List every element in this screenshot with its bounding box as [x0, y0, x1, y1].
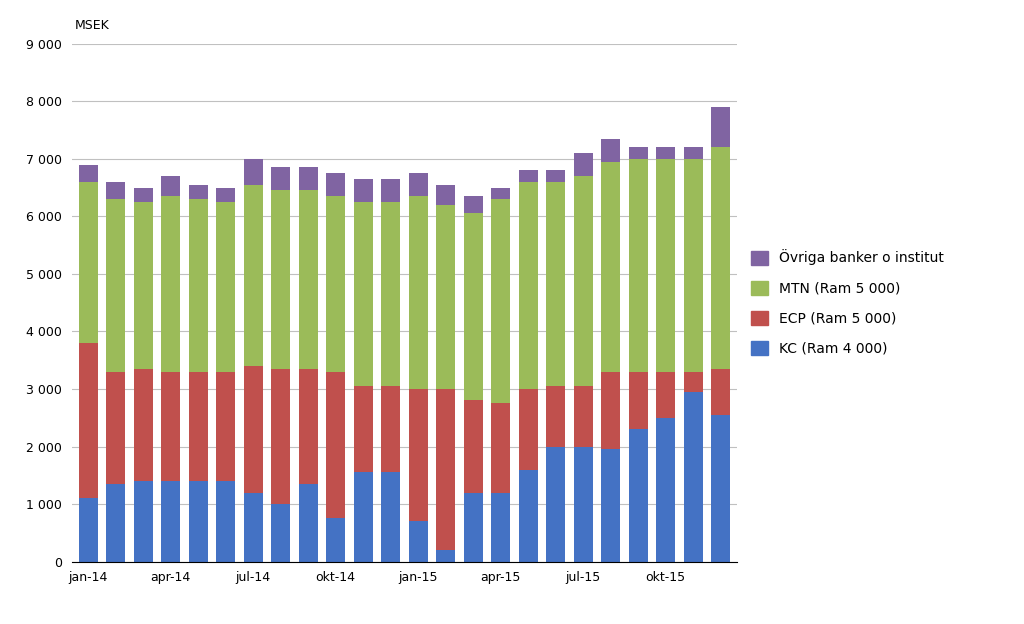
Bar: [79, 182, 98, 343]
Bar: [133, 202, 153, 369]
Bar: [381, 202, 400, 386]
Bar: [546, 170, 565, 182]
Bar: [601, 139, 621, 162]
Bar: [656, 158, 676, 372]
Bar: [711, 415, 730, 562]
Bar: [188, 372, 208, 481]
Bar: [601, 162, 621, 372]
Bar: [133, 481, 153, 562]
Bar: [244, 366, 263, 492]
Bar: [464, 492, 483, 562]
Bar: [629, 429, 648, 562]
Bar: [299, 167, 317, 190]
Bar: [684, 147, 702, 158]
Bar: [464, 196, 483, 213]
Bar: [299, 484, 317, 562]
Bar: [409, 521, 428, 562]
Bar: [518, 182, 538, 389]
Bar: [684, 392, 702, 562]
Bar: [546, 182, 565, 386]
Bar: [546, 447, 565, 562]
Bar: [353, 202, 373, 386]
Bar: [326, 519, 345, 562]
Bar: [106, 484, 125, 562]
Bar: [629, 147, 648, 158]
Bar: [601, 449, 621, 562]
Bar: [656, 372, 676, 417]
Bar: [684, 372, 702, 392]
Bar: [711, 369, 730, 415]
Bar: [106, 372, 125, 484]
Bar: [381, 386, 400, 472]
Bar: [299, 190, 317, 369]
Bar: [464, 401, 483, 492]
Bar: [326, 173, 345, 196]
Bar: [436, 550, 456, 562]
Bar: [79, 165, 98, 182]
Bar: [436, 185, 456, 205]
Bar: [216, 481, 236, 562]
Bar: [436, 205, 456, 389]
Bar: [656, 417, 676, 562]
Bar: [188, 199, 208, 372]
Bar: [492, 492, 510, 562]
Bar: [326, 196, 345, 372]
Bar: [353, 386, 373, 472]
Bar: [79, 343, 98, 499]
Bar: [188, 185, 208, 199]
Bar: [161, 481, 180, 562]
Bar: [492, 403, 510, 492]
Bar: [216, 188, 236, 202]
Bar: [161, 176, 180, 196]
Bar: [106, 199, 125, 372]
Bar: [573, 447, 593, 562]
Bar: [271, 190, 291, 369]
Bar: [353, 179, 373, 202]
Bar: [518, 389, 538, 469]
Bar: [133, 369, 153, 481]
Bar: [271, 504, 291, 562]
Bar: [711, 147, 730, 369]
Bar: [106, 182, 125, 199]
Bar: [492, 199, 510, 403]
Bar: [79, 499, 98, 562]
Bar: [518, 170, 538, 182]
Bar: [188, 481, 208, 562]
Bar: [656, 147, 676, 158]
Bar: [409, 389, 428, 521]
Bar: [299, 369, 317, 484]
Bar: [409, 173, 428, 196]
Bar: [271, 369, 291, 504]
Bar: [161, 372, 180, 481]
Bar: [326, 372, 345, 519]
Bar: [601, 372, 621, 449]
Bar: [711, 107, 730, 147]
Bar: [464, 213, 483, 401]
Bar: [573, 153, 593, 176]
Bar: [573, 386, 593, 447]
Bar: [161, 196, 180, 372]
Legend: Övriga banker o institut, MTN (Ram 5 000), ECP (Ram 5 000), KC (Ram 4 000): Övriga banker o institut, MTN (Ram 5 000…: [751, 250, 943, 356]
Bar: [518, 469, 538, 562]
Bar: [244, 185, 263, 366]
Bar: [381, 472, 400, 562]
Bar: [409, 196, 428, 389]
Bar: [271, 167, 291, 190]
Bar: [573, 176, 593, 386]
Bar: [216, 202, 236, 372]
Bar: [244, 158, 263, 185]
Bar: [436, 389, 456, 550]
Bar: [492, 188, 510, 199]
Bar: [629, 158, 648, 372]
Bar: [684, 158, 702, 372]
Text: MSEK: MSEK: [75, 19, 110, 32]
Bar: [216, 372, 236, 481]
Bar: [546, 386, 565, 447]
Bar: [133, 188, 153, 202]
Bar: [244, 492, 263, 562]
Bar: [629, 372, 648, 429]
Bar: [353, 472, 373, 562]
Bar: [381, 179, 400, 202]
